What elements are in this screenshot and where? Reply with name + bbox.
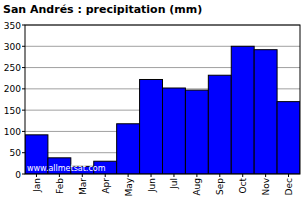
bar (163, 88, 186, 174)
x-tick (265, 174, 266, 177)
plot-frame (25, 25, 300, 174)
bar (231, 46, 254, 174)
bar (117, 124, 140, 174)
x-tick-label: Oct (238, 178, 248, 194)
y-tick-label: 200 (4, 84, 21, 94)
x-tick (36, 174, 37, 177)
bars (25, 46, 300, 174)
x-tick-label: Aug (192, 178, 202, 196)
watermark: www.allmetsat.com (27, 164, 106, 173)
x-tick-label: Nov (261, 177, 271, 195)
x-tick (128, 174, 129, 177)
bar (208, 75, 231, 174)
x-tick-label: May (124, 177, 134, 196)
y-tick-label: 300 (4, 42, 21, 52)
title: San Andrés : precipitation (mm) (3, 3, 202, 16)
background (0, 0, 306, 200)
x-tick (173, 174, 174, 177)
x-tick-label: Apr (101, 178, 111, 194)
x-tick-label: Sep (215, 178, 225, 195)
bar (277, 102, 300, 174)
y-tick-label: 50 (10, 148, 22, 158)
chart-svg: San Andrés : precipitation (mm) 0 50 100 150… (0, 0, 306, 200)
y-tick-label: 0 (15, 170, 21, 180)
x-tick-label: Feb (55, 178, 65, 194)
y-tick-label: 350 (4, 21, 21, 31)
bar (254, 50, 277, 174)
chart-container: San Andrés : precipitation (mm) 0 50 100 150… (0, 0, 306, 200)
x-tick (151, 174, 152, 177)
grid-line (25, 46, 300, 47)
x-tick-label: Jan (32, 178, 42, 193)
x-tick-label: Mar (78, 178, 88, 195)
x-tick-label: Jun (147, 178, 157, 193)
bar (140, 79, 163, 174)
bar (185, 90, 208, 174)
x-tick (288, 174, 289, 177)
x-tick (242, 174, 243, 177)
x-tick (196, 174, 197, 177)
x-tick (219, 174, 220, 177)
y-tick-label: 150 (4, 106, 21, 116)
x-tick-label: Dec (284, 178, 294, 195)
x-tick (59, 174, 60, 177)
x-tick (105, 174, 106, 177)
x-tick-label: Jul (169, 178, 179, 190)
y-tick-label: 100 (4, 127, 21, 137)
x-tick (82, 174, 83, 177)
y-tick-label: 250 (4, 63, 21, 73)
